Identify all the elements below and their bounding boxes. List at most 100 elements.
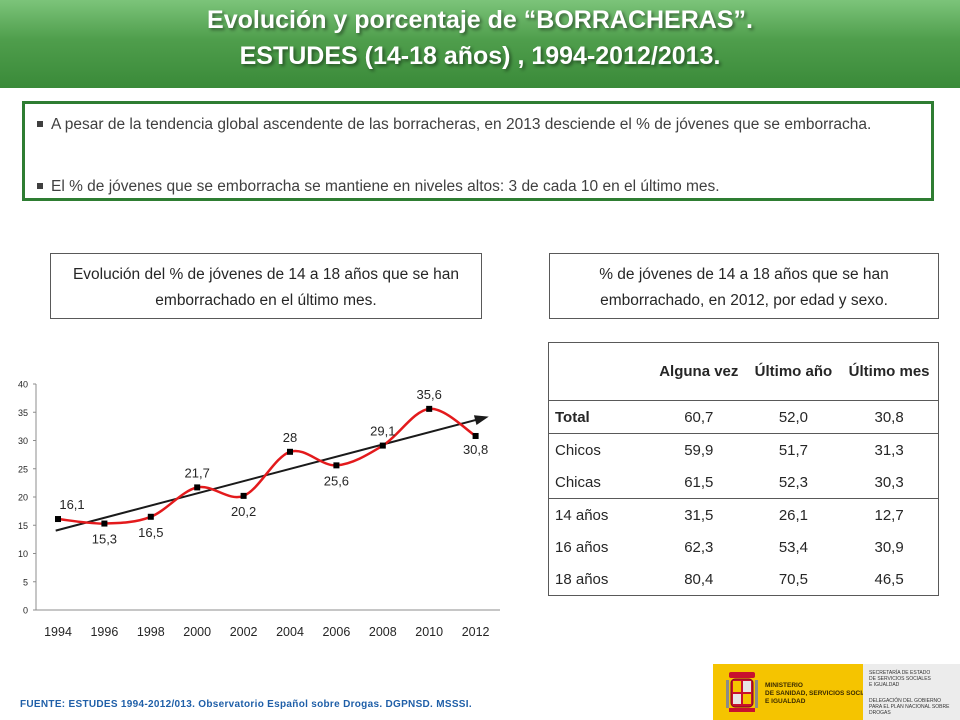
table-header-cell: Último mes	[848, 362, 930, 380]
data-point-marker	[240, 492, 247, 499]
data-label: 28	[283, 430, 297, 445]
row-label: Chicas	[548, 466, 651, 499]
logo-line: DE SERVICIOS SOCIALES	[869, 676, 931, 682]
series-line	[57, 407, 477, 525]
slide-header: Evolución y porcentaje de “BORRACHERAS”.…	[0, 0, 960, 88]
data-point-marker	[472, 432, 479, 439]
logo-ministry-text: MINISTERIO DE SANIDAD, SERVICIOS SOCIALE…	[765, 682, 879, 706]
data-label: 30,8	[463, 442, 488, 457]
key-points-box: A pesar de la tendencia global ascendent…	[22, 101, 934, 201]
logo-line: MINISTERIO	[765, 682, 803, 689]
table-cell: 62,3	[684, 538, 714, 556]
row-label: 16 años	[555, 538, 609, 556]
table-cell: 30,3	[840, 466, 939, 499]
table-header-cell: Alguna vez	[659, 362, 739, 380]
x-tick-label: 1996	[90, 625, 118, 639]
x-tick-label: 2012	[462, 625, 490, 639]
x-tick-label: 2010	[415, 625, 443, 639]
row-label: Total	[548, 400, 651, 434]
data-label: 29,1	[370, 424, 395, 439]
table-cell: 53,4	[778, 538, 809, 556]
table-cell: 70,5	[778, 570, 809, 588]
table-cell: 46,5	[874, 570, 904, 588]
row-label: 14 años	[555, 506, 609, 524]
slide-title-line-2: ESTUDES (14-18 años) , 1994-2012/2013.	[239, 42, 721, 70]
data-point-marker	[147, 513, 154, 520]
data-label: 15,3	[92, 532, 117, 547]
source-note: FUENTE: ESTUDES 1994-2012/013. Observato…	[20, 699, 472, 710]
table-cell: 12,7	[874, 506, 904, 524]
trend-line	[55, 416, 486, 532]
x-tick-label: 2004	[276, 625, 304, 639]
table-cell: 61,5	[651, 466, 747, 499]
coat-of-arms-icon	[726, 672, 758, 712]
table-cell: 52,0	[746, 400, 841, 434]
chart-caption: Evolución del % de jóvenes de 14 a 18 añ…	[50, 253, 482, 319]
data-label: 21,7	[185, 465, 210, 480]
y-tick-label: 35	[18, 408, 28, 418]
y-tick-label: 20	[18, 493, 28, 503]
data-label: 16,5	[138, 525, 163, 540]
logo-secretariat-panel: SECRETARÍA DE ESTADO DE SERVICIOS SOCIAL…	[863, 664, 960, 720]
data-label: 25,6	[324, 473, 349, 488]
table-cell: 31,5	[684, 506, 714, 524]
data-table: Alguna vez Último año Último mes Total 6…	[548, 342, 939, 596]
table-cell: 26,1	[778, 506, 809, 524]
table-row: Chicas 61,5 52,3 30,3	[548, 466, 939, 499]
x-tick-label: 2000	[183, 625, 211, 639]
table-header-cell: Último año	[754, 362, 833, 380]
line-chart: 0 5 10 15 20 25 30 35 40 1994 1996 1998 2000 2002 2004…	[18, 380, 500, 639]
data-point-marker	[426, 405, 433, 412]
slide-title-line-1: Evolución y porcentaje de “BORRACHERAS”.	[207, 6, 753, 34]
table-cell: 60,7	[651, 400, 747, 434]
data-label: 35,6	[417, 387, 442, 402]
logo-line: PARA EL PLAN NACIONAL SOBRE DROGAS	[869, 704, 950, 716]
data-point-marker	[101, 520, 108, 527]
table-cell: 30,9	[874, 538, 904, 556]
table-header-row: Alguna vez Último año Último mes	[549, 343, 939, 401]
bullet-1: A pesar de la tendencia global ascendent…	[37, 112, 919, 138]
data-point-marker	[287, 448, 293, 455]
table-cell: 59,9	[651, 433, 747, 466]
table-cell: 51,7	[746, 433, 841, 466]
y-tick-label: 40	[18, 380, 28, 390]
trend-arrowhead	[473, 415, 489, 425]
bullet-2-text: El % de jóvenes que se emborracha se man…	[51, 178, 720, 195]
row-label: 18 años	[555, 570, 609, 588]
y-tick-label: 25	[18, 464, 28, 474]
y-tick-label: 0	[23, 606, 28, 616]
data-point-marker	[379, 442, 386, 449]
x-tick-label: 1994	[44, 625, 72, 639]
x-tick-label: 2008	[369, 625, 397, 639]
data-point-marker	[55, 516, 61, 523]
logo-line: E IGUALDAD	[765, 698, 806, 705]
y-tick-label: 15	[18, 521, 28, 531]
table-cell: 31,3	[840, 433, 939, 466]
data-label: 16,1	[59, 497, 84, 512]
table-row: Total 60,7 52,0 30,8	[548, 400, 939, 434]
data-point-marker	[333, 462, 340, 469]
logo-line: SECRETARÍA DE ESTADO	[869, 670, 931, 676]
data-point-marker	[194, 484, 201, 491]
x-tick-label: 1998	[137, 625, 165, 639]
bullet-1-text: A pesar de la tendencia global ascendent…	[51, 116, 872, 133]
table-row: 18 años 80,4 70,5 46,5	[549, 563, 939, 596]
bullet-square-icon	[37, 120, 43, 127]
y-tick-label: 5	[23, 577, 28, 587]
table-header-cell	[549, 343, 652, 401]
bullet-2: El % de jóvenes que se emborracha se man…	[37, 174, 919, 200]
logo-line: DE SANIDAD, SERVICIOS SOCIALES	[765, 690, 880, 697]
table-caption: % de jóvenes de 14 a 18 años que se han …	[549, 253, 939, 319]
logo-line: DELEGACIÓN DEL GOBIERNO	[869, 698, 942, 704]
table-cell: 80,4	[684, 570, 714, 588]
logo-line: E IGUALDAD	[869, 682, 900, 688]
y-tick-label: 10	[18, 549, 28, 559]
table-cell: 52,3	[746, 466, 841, 499]
row-label: Chicos	[548, 433, 651, 466]
data-label: 20,2	[231, 504, 256, 519]
y-tick-label: 30	[18, 436, 28, 446]
bullet-square-icon	[37, 182, 43, 189]
table-cell: 30,8	[840, 400, 939, 434]
x-tick-label: 2002	[230, 625, 258, 639]
table-row: 16 años 62,3 53,4 30,9	[549, 531, 939, 563]
